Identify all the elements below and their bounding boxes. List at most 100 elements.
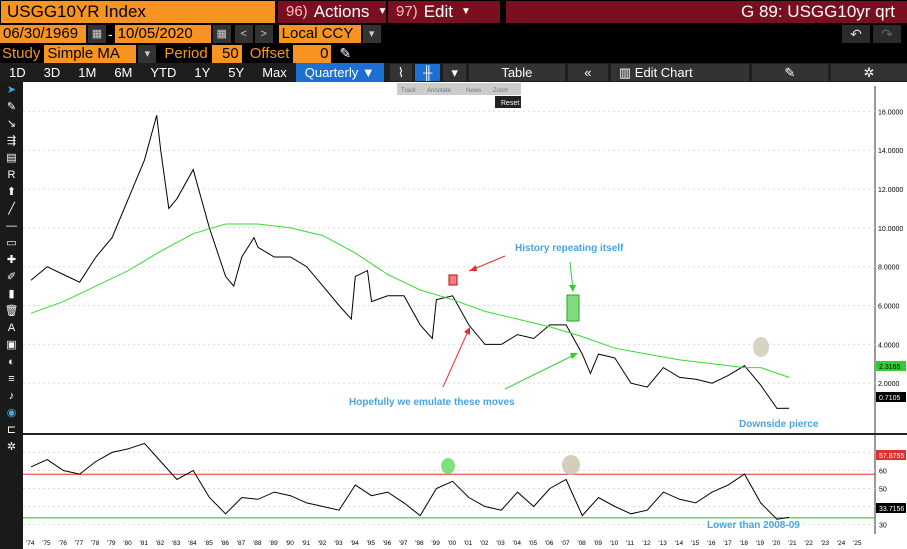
highlight-2000-peak	[449, 275, 457, 285]
period-6m[interactable]: 6M	[105, 63, 141, 82]
trash-icon[interactable]: 🗑	[0, 303, 23, 320]
mini-zoom[interactable]: Zoom	[493, 88, 508, 94]
rsi-tick-label: 30	[879, 523, 887, 530]
x-tick-label: '89	[269, 540, 278, 547]
ruler-icon[interactable]: R	[0, 167, 23, 184]
window-title: G 89: USGG10yr qrt	[506, 1, 907, 23]
mini-track[interactable]: Track	[401, 88, 417, 94]
line-icon[interactable]: —	[0, 218, 23, 235]
mini-reset[interactable]: Reset	[501, 100, 519, 107]
x-tick-label: '07	[561, 540, 570, 547]
x-tick-label: '15	[691, 540, 700, 547]
chevron-right-icon[interactable]: >	[255, 25, 273, 43]
period-3d[interactable]: 3D	[35, 63, 70, 82]
arrow-head	[569, 285, 576, 292]
x-tick-label: '84	[188, 540, 197, 547]
collapse-icon[interactable]: «	[568, 64, 608, 81]
edit-menu-button[interactable]: 97) Edit ▼	[388, 1, 500, 23]
dropdown-icon[interactable]: ▾	[138, 45, 156, 63]
color-icon[interactable]: ◉	[0, 405, 23, 422]
y-tick-label: 8.0000	[878, 265, 900, 272]
offset-label: Offset	[250, 45, 290, 62]
style-icon[interactable]: ▣	[0, 337, 23, 354]
arrow-up-icon[interactable]: ⬆	[0, 184, 23, 201]
price-chart[interactable]: Track Annotate News Zoom Reset 16.0000 14…	[23, 82, 907, 549]
calendar-icon[interactable]: ▦	[88, 25, 106, 43]
y-tick-label: 16.0000	[878, 109, 903, 116]
x-tick-label: '13	[658, 540, 667, 547]
x-tick-label: '75	[42, 540, 51, 547]
actions-menu-button[interactable]: 96) Actions ▼	[278, 1, 386, 23]
crop-icon[interactable]: ⊏	[0, 422, 23, 439]
rsi-tick-label: 50	[879, 487, 887, 494]
y-tick-label: 14.0000	[878, 148, 903, 155]
bar-chart-icon[interactable]: ╫	[415, 64, 440, 81]
offset-field[interactable]: 0	[293, 45, 331, 63]
highlight-2007-box	[567, 295, 579, 321]
calendar-icon[interactable]: ▦	[213, 25, 231, 43]
study-label: Study	[2, 45, 40, 62]
arrow-emulate-green	[505, 354, 576, 389]
currency-select[interactable]: Local CCY	[279, 25, 361, 43]
x-tick-label: '25	[853, 540, 862, 547]
channel-icon[interactable]: ▭	[0, 235, 23, 252]
end-date-field[interactable]: 10/05/2020	[115, 25, 211, 43]
edit-chart-button[interactable]: ▥ Edit Chart	[611, 64, 749, 81]
period-5y[interactable]: 5Y	[219, 63, 253, 82]
settings-icon[interactable]: ✲	[0, 439, 23, 456]
period-field[interactable]: 50	[212, 45, 242, 63]
x-tick-label: '80	[123, 540, 132, 547]
pencil-icon[interactable]: ✎	[339, 45, 351, 62]
x-tick-label: '22	[804, 540, 813, 547]
x-tick-label: '91	[302, 540, 311, 547]
annotation-history: History repeating itself	[515, 243, 624, 254]
trend-icon[interactable]: ↘	[0, 116, 23, 133]
period-max[interactable]: Max	[253, 63, 296, 82]
text-icon[interactable]: A	[0, 320, 23, 337]
chart-settings-icon: ▥	[619, 65, 631, 80]
gear-icon[interactable]: ✲	[831, 64, 907, 81]
period-label: Period	[164, 45, 207, 62]
line-chart-icon[interactable]: ⌇	[390, 64, 412, 81]
crosshair-icon[interactable]: ✚	[0, 252, 23, 269]
eraser-icon[interactable]: ▮	[0, 286, 23, 303]
period-1y[interactable]: 1Y	[185, 63, 219, 82]
start-date-field[interactable]: 06/30/1969	[0, 25, 86, 43]
level-icon[interactable]: ▤	[0, 150, 23, 167]
cursor-icon[interactable]: ➤	[0, 82, 23, 99]
study-select[interactable]: Simple MA	[44, 45, 136, 63]
x-tick-label: '97	[399, 540, 408, 547]
pen-icon[interactable]: ✎	[0, 99, 23, 116]
mini-annotate[interactable]: Annotate	[427, 88, 452, 94]
y-tick-label: 10.0000	[878, 226, 903, 233]
redo-icon[interactable]: ↷	[873, 25, 901, 43]
arrow-emulate-red	[443, 329, 469, 387]
mini-news[interactable]: News	[466, 88, 481, 94]
period-1d[interactable]: 1D	[0, 63, 35, 82]
notes-icon[interactable]: ♪	[0, 388, 23, 405]
dropdown-icon[interactable]: ▾	[363, 25, 381, 43]
x-tick-label: '99	[431, 540, 440, 547]
x-tick-label: '21	[788, 540, 797, 547]
ticker-field[interactable]: USGG10YR Index	[1, 1, 275, 23]
draw-icon[interactable]: ✎	[752, 64, 828, 81]
table-button[interactable]: Table	[469, 64, 565, 81]
lines-icon[interactable]: ≡	[0, 371, 23, 388]
undo-icon[interactable]: ↶	[842, 25, 870, 43]
period-ytd[interactable]: YTD	[141, 63, 185, 82]
chevron-left-icon[interactable]: <	[235, 25, 253, 43]
x-tick-label: '90	[285, 540, 294, 547]
date-range-bar: 06/30/1969 ▦ - 10/05/2020 ▦ < > Local CC…	[0, 24, 907, 44]
frequency-select[interactable]: Quarterly ▼	[296, 63, 384, 82]
y-tick-label: 6.0000	[878, 304, 900, 311]
chart-type-dropdown-icon[interactable]: ▾	[443, 64, 466, 81]
y-tick-label: 12.0000	[878, 187, 903, 194]
x-tick-label: '00	[448, 540, 457, 547]
period-toolbar: 1D 3D 1M 6M YTD 1Y 5Y Max Quarterly ▼ ⌇ …	[0, 63, 907, 82]
brush-icon[interactable]: ╱	[0, 201, 23, 218]
fib-icon[interactable]: ⇶	[0, 133, 23, 150]
palette-icon[interactable]: ◐	[0, 354, 23, 371]
edit-icon[interactable]: ✐	[0, 269, 23, 286]
x-tick-label: '19	[756, 540, 765, 547]
period-1m[interactable]: 1M	[69, 63, 105, 82]
